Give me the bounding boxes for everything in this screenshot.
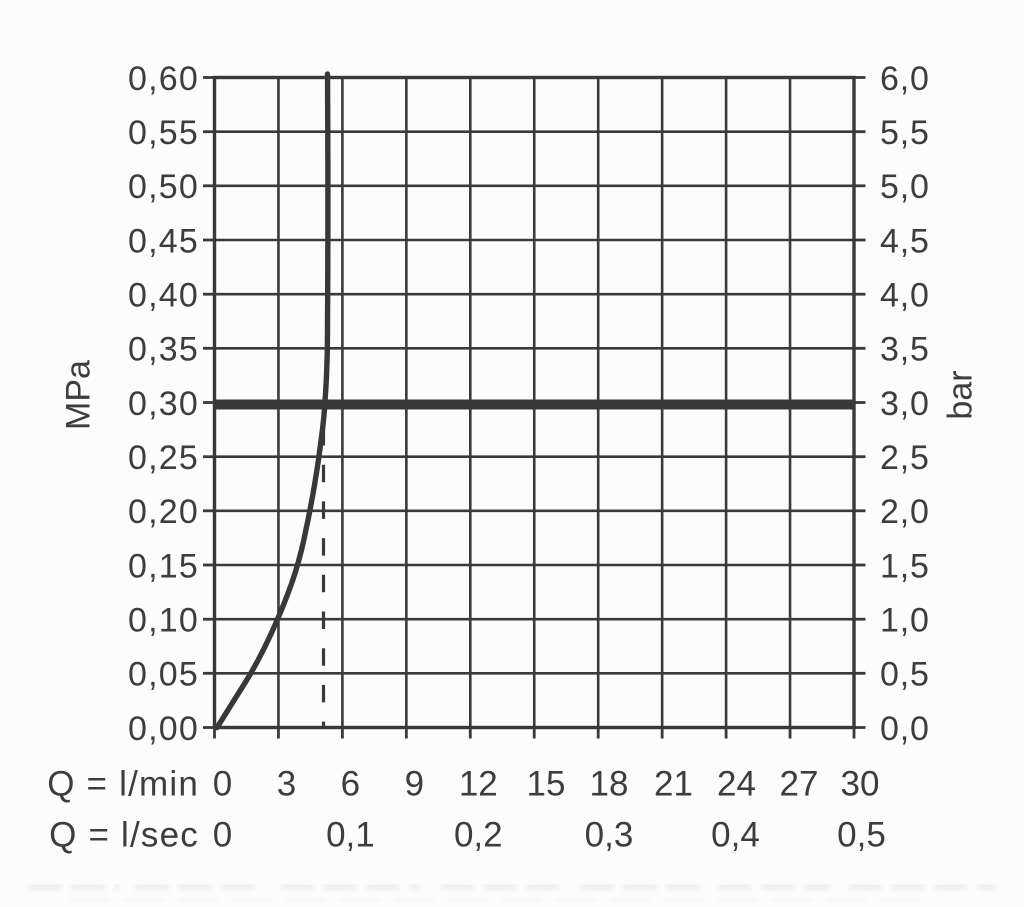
- svg-text:0: 0: [213, 815, 232, 854]
- svg-text:0,3: 0,3: [585, 815, 634, 854]
- svg-text:2,0: 2,0: [880, 493, 930, 531]
- svg-text:0,40: 0,40: [128, 277, 199, 315]
- svg-text:1,5: 1,5: [880, 547, 930, 585]
- svg-text:1,0: 1,0: [880, 602, 930, 640]
- svg-text:21: 21: [654, 764, 693, 803]
- svg-text:MPa: MPa: [60, 360, 98, 430]
- svg-text:0,20: 0,20: [128, 493, 199, 531]
- svg-text:18: 18: [590, 764, 629, 803]
- svg-text:0,45: 0,45: [128, 222, 199, 260]
- svg-text:0,2: 0,2: [454, 815, 503, 854]
- svg-text:2,5: 2,5: [880, 439, 930, 477]
- svg-text:0,1: 0,1: [326, 815, 375, 854]
- svg-text:0,25: 0,25: [128, 439, 199, 477]
- svg-text:Q = l/sec: Q = l/sec: [49, 815, 199, 854]
- svg-text:3,0: 3,0: [880, 385, 930, 423]
- svg-text:0,55: 0,55: [128, 114, 199, 152]
- svg-text:0,50: 0,50: [128, 168, 199, 206]
- svg-text:0,05: 0,05: [128, 656, 199, 694]
- svg-text:0,4: 0,4: [711, 815, 760, 854]
- svg-text:0,00: 0,00: [128, 710, 199, 748]
- svg-text:0,10: 0,10: [128, 602, 199, 640]
- svg-text:0,0: 0,0: [880, 710, 930, 748]
- svg-text:0: 0: [213, 764, 232, 803]
- svg-text:9: 9: [405, 764, 424, 803]
- svg-text:27: 27: [780, 764, 819, 803]
- svg-text:3: 3: [277, 764, 296, 803]
- svg-text:0,30: 0,30: [128, 385, 199, 423]
- svg-text:24: 24: [717, 764, 756, 803]
- svg-text:0,15: 0,15: [128, 547, 199, 585]
- svg-text:12: 12: [459, 764, 498, 803]
- svg-text:15: 15: [527, 764, 566, 803]
- svg-text:5,0: 5,0: [880, 168, 930, 206]
- svg-text:bar: bar: [942, 370, 980, 419]
- svg-text:0,35: 0,35: [128, 331, 199, 369]
- svg-text:6: 6: [341, 764, 360, 803]
- svg-text:4,5: 4,5: [880, 222, 930, 260]
- svg-text:30: 30: [841, 764, 880, 803]
- svg-text:0,5: 0,5: [837, 815, 886, 854]
- svg-text:5,5: 5,5: [880, 114, 930, 152]
- svg-text:4,0: 4,0: [880, 277, 930, 315]
- svg-text:Q = l/min: Q = l/min: [47, 764, 199, 803]
- svg-text:6,0: 6,0: [880, 60, 930, 98]
- svg-text:0,60: 0,60: [128, 60, 199, 98]
- svg-text:3,5: 3,5: [880, 331, 930, 369]
- svg-text:0,5: 0,5: [880, 656, 930, 694]
